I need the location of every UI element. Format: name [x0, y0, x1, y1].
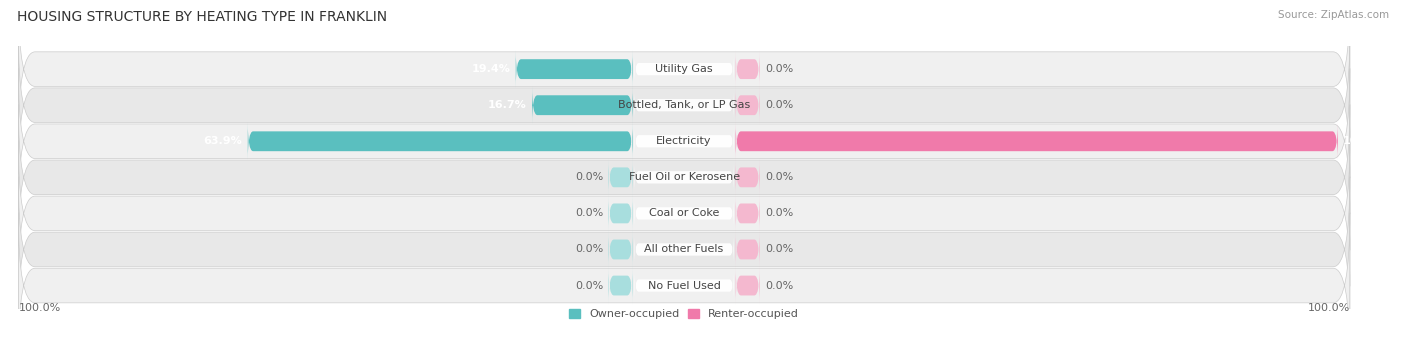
Text: 0.0%: 0.0%: [575, 244, 603, 254]
FancyBboxPatch shape: [634, 54, 734, 85]
FancyBboxPatch shape: [735, 267, 759, 305]
Text: 63.9%: 63.9%: [204, 136, 242, 146]
FancyBboxPatch shape: [735, 231, 759, 268]
Text: 0.0%: 0.0%: [765, 244, 793, 254]
Text: 100.0%: 100.0%: [18, 303, 60, 313]
Text: Electricity: Electricity: [657, 136, 711, 146]
FancyBboxPatch shape: [634, 162, 734, 193]
Text: Bottled, Tank, or LP Gas: Bottled, Tank, or LP Gas: [619, 100, 751, 110]
FancyBboxPatch shape: [634, 90, 734, 121]
FancyBboxPatch shape: [634, 126, 734, 157]
Text: HOUSING STRUCTURE BY HEATING TYPE IN FRANKLIN: HOUSING STRUCTURE BY HEATING TYPE IN FRA…: [17, 10, 387, 24]
FancyBboxPatch shape: [735, 194, 759, 232]
Legend: Owner-occupied, Renter-occupied: Owner-occupied, Renter-occupied: [569, 309, 799, 319]
FancyBboxPatch shape: [735, 122, 1337, 160]
Text: 0.0%: 0.0%: [765, 208, 793, 218]
FancyBboxPatch shape: [18, 140, 1350, 286]
FancyBboxPatch shape: [18, 32, 1350, 178]
Text: 0.0%: 0.0%: [575, 281, 603, 291]
Text: 100.0%: 100.0%: [1343, 136, 1389, 146]
Text: Fuel Oil or Kerosene: Fuel Oil or Kerosene: [628, 172, 740, 182]
Text: All other Fuels: All other Fuels: [644, 244, 724, 254]
FancyBboxPatch shape: [609, 159, 633, 196]
FancyBboxPatch shape: [735, 159, 759, 196]
Text: 0.0%: 0.0%: [575, 208, 603, 218]
Text: 0.0%: 0.0%: [765, 172, 793, 182]
FancyBboxPatch shape: [18, 177, 1350, 322]
FancyBboxPatch shape: [634, 270, 734, 301]
Text: 0.0%: 0.0%: [765, 100, 793, 110]
Text: 0.0%: 0.0%: [765, 281, 793, 291]
FancyBboxPatch shape: [634, 234, 734, 265]
FancyBboxPatch shape: [531, 86, 633, 124]
FancyBboxPatch shape: [609, 231, 633, 268]
Text: 19.4%: 19.4%: [471, 64, 510, 74]
FancyBboxPatch shape: [18, 0, 1350, 142]
FancyBboxPatch shape: [609, 194, 633, 232]
Text: 16.7%: 16.7%: [488, 100, 527, 110]
Text: Source: ZipAtlas.com: Source: ZipAtlas.com: [1278, 10, 1389, 20]
FancyBboxPatch shape: [634, 198, 734, 229]
FancyBboxPatch shape: [18, 213, 1350, 341]
FancyBboxPatch shape: [247, 122, 633, 160]
FancyBboxPatch shape: [516, 50, 633, 88]
FancyBboxPatch shape: [735, 86, 759, 124]
Text: 100.0%: 100.0%: [1308, 303, 1350, 313]
FancyBboxPatch shape: [609, 267, 633, 305]
Text: 0.0%: 0.0%: [575, 172, 603, 182]
Text: Coal or Coke: Coal or Coke: [650, 208, 720, 218]
FancyBboxPatch shape: [18, 104, 1350, 250]
Text: 0.0%: 0.0%: [765, 64, 793, 74]
FancyBboxPatch shape: [735, 50, 759, 88]
Text: Utility Gas: Utility Gas: [655, 64, 713, 74]
Text: No Fuel Used: No Fuel Used: [648, 281, 720, 291]
FancyBboxPatch shape: [18, 69, 1350, 214]
